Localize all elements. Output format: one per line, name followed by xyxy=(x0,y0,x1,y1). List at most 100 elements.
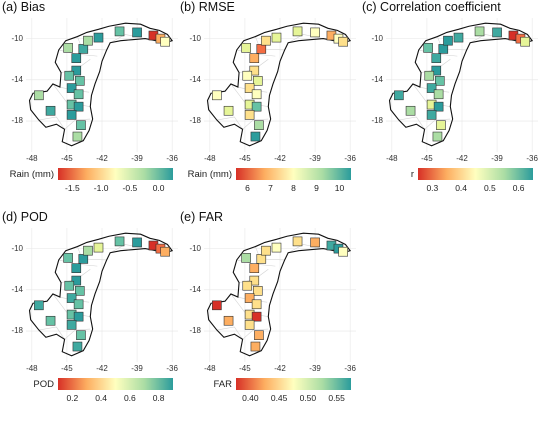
legend-tick-label: 0.2 xyxy=(66,393,79,403)
station-marker xyxy=(424,70,435,81)
station-marker xyxy=(71,263,82,274)
panel-title: (e) FAR xyxy=(180,210,224,224)
legend-tick-label: 0.0 xyxy=(152,183,165,193)
station-marker xyxy=(251,101,262,112)
station-marker xyxy=(256,254,267,264)
panel-title: (b) RMSE xyxy=(180,0,235,14)
station-marker xyxy=(434,76,445,86)
x-tick-label: -36 xyxy=(166,364,178,373)
color-scale-bar xyxy=(418,168,533,180)
basin-subdivision xyxy=(288,244,324,254)
basin-subdivision xyxy=(242,118,269,130)
legend-tick-label: 0.8 xyxy=(152,393,165,403)
map-panel: (b) RMSE -10 -14 -18 -48 -45 -42 -39 -36 Rain (mm… xyxy=(178,0,360,210)
station-marker xyxy=(453,32,464,43)
station-marker xyxy=(73,311,84,322)
station-marker xyxy=(256,44,267,54)
basin-outline xyxy=(28,232,174,357)
station-marker xyxy=(432,131,443,142)
station-marker xyxy=(64,280,75,291)
station-marker xyxy=(71,53,82,64)
map-panel: (c) Correlation coefficient -10 -14 -18 -48 -… xyxy=(360,0,542,210)
station-marker xyxy=(310,27,320,38)
station-marker xyxy=(244,83,255,93)
station-marker xyxy=(66,110,77,120)
station-marker xyxy=(250,341,261,352)
legend-tick-label: 0.55 xyxy=(328,393,345,403)
color-scale-bar xyxy=(236,168,351,180)
station-marker xyxy=(72,131,83,142)
x-tick-label: -48 xyxy=(26,364,38,373)
basin-subdivision xyxy=(110,244,146,254)
map-plot xyxy=(386,18,538,152)
basin-outline xyxy=(206,232,352,357)
y-tick-label: -18 xyxy=(189,326,201,336)
map-panel: (d) POD -10 -14 -18 -48 -45 -42 -39 -36 POD 0.2 0.4… xyxy=(0,210,182,420)
y-tick-label: -18 xyxy=(11,116,23,126)
basin-subdivision xyxy=(424,118,451,130)
panel-title: (c) Correlation coefficient xyxy=(362,0,501,14)
station-marker xyxy=(66,320,77,330)
x-tick-label: -45 xyxy=(421,154,433,163)
station-marker xyxy=(78,254,89,264)
station-marker xyxy=(492,27,502,38)
y-tick-label: -14 xyxy=(11,284,23,294)
station-marker xyxy=(249,263,260,274)
legend-tick-label: 0.3 xyxy=(426,183,439,193)
station-marker xyxy=(310,237,320,248)
x-tick-label: -45 xyxy=(239,154,251,163)
legend-tick-label: 7 xyxy=(268,183,273,193)
x-tick-label: -36 xyxy=(166,154,178,163)
station-marker xyxy=(433,101,444,112)
station-marker xyxy=(249,65,260,76)
y-tick-label: -14 xyxy=(189,74,201,84)
y-tick-label: -14 xyxy=(371,74,383,84)
station-marker xyxy=(244,110,255,120)
y-tick-label: -10 xyxy=(11,33,23,43)
station-marker xyxy=(292,26,303,37)
y-tick-label: -18 xyxy=(11,326,23,336)
x-tick-label: -39 xyxy=(309,364,321,373)
y-tick-label: -10 xyxy=(189,33,201,43)
basin-subdivision xyxy=(38,116,65,130)
legend-tick-label: 0.6 xyxy=(123,393,136,403)
station-marker xyxy=(254,330,264,340)
station-marker xyxy=(73,101,84,112)
basin-outline xyxy=(206,22,352,147)
station-marker xyxy=(436,120,446,130)
station-marker xyxy=(83,245,93,256)
y-tick-label: -14 xyxy=(189,284,201,294)
station-marker xyxy=(405,105,416,116)
station-marker xyxy=(76,120,86,130)
station-marker xyxy=(426,110,437,120)
x-tick-label: -42 xyxy=(274,154,286,163)
station-marker xyxy=(252,76,263,86)
legend-tick-label: 0.4 xyxy=(455,183,468,193)
legend-tick-label: 6 xyxy=(245,183,250,193)
station-marker xyxy=(252,286,263,296)
station-marker xyxy=(250,131,261,142)
basin-subdivision xyxy=(242,328,269,340)
map-plot xyxy=(204,228,356,362)
station-marker xyxy=(431,65,442,76)
station-marker xyxy=(338,246,348,257)
station-marker xyxy=(160,246,170,257)
x-tick-label: -45 xyxy=(61,364,73,373)
station-marker xyxy=(292,236,303,247)
x-tick-label: -48 xyxy=(204,364,216,373)
station-marker xyxy=(212,90,222,101)
x-tick-label: -48 xyxy=(386,154,398,163)
x-tick-label: -36 xyxy=(526,154,538,163)
panel-title: (a) Bias xyxy=(2,0,46,14)
y-tick-label: -18 xyxy=(189,116,201,126)
legend-tick-label: 0.40 xyxy=(242,393,259,403)
panel-title: (d) POD xyxy=(2,210,48,224)
basin-subdivision xyxy=(398,116,425,130)
y-tick-label: -10 xyxy=(189,243,201,253)
station-marker xyxy=(244,293,255,303)
station-marker xyxy=(93,32,104,43)
legend-tick-label: 0.6 xyxy=(512,183,525,193)
station-marker xyxy=(244,320,255,330)
station-marker xyxy=(474,26,485,37)
basin-subdivision xyxy=(216,326,243,340)
